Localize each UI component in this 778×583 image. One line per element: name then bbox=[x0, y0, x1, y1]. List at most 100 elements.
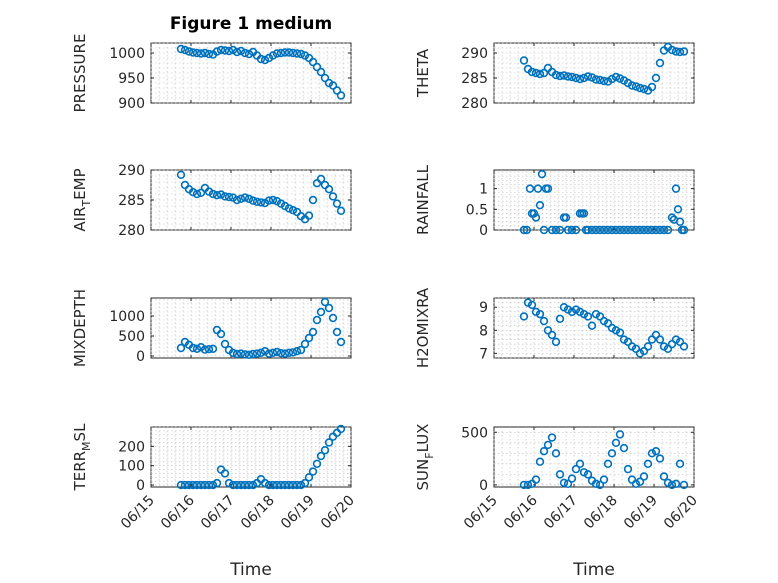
data-point bbox=[667, 213, 677, 222]
data-point bbox=[611, 72, 621, 82]
data-point bbox=[316, 451, 326, 461]
y-axis-label: TERRMSL bbox=[71, 423, 93, 492]
subplot-3: 280 285 290 AIRTEMP bbox=[71, 163, 352, 239]
x-tick-label: 06/19 bbox=[278, 493, 318, 533]
x-tick-label: 06/18 bbox=[581, 493, 621, 533]
data-point bbox=[547, 225, 557, 235]
y-tick-label: 1 bbox=[479, 182, 488, 198]
data-point bbox=[525, 184, 535, 193]
x-tick-label: 06/16 bbox=[158, 492, 198, 532]
data-point bbox=[647, 82, 657, 92]
data-point bbox=[300, 478, 310, 488]
data-point bbox=[583, 312, 593, 321]
data-point bbox=[320, 297, 330, 307]
data-point bbox=[533, 184, 543, 193]
data-point bbox=[336, 337, 346, 347]
data-point bbox=[308, 327, 318, 337]
data-point bbox=[531, 213, 541, 222]
data-point bbox=[639, 472, 649, 481]
data-point bbox=[192, 189, 202, 199]
y-axis-label: H2OMIXRA bbox=[414, 287, 432, 368]
data-point bbox=[264, 349, 274, 358]
data-point bbox=[204, 345, 214, 354]
data-point bbox=[256, 54, 266, 64]
y-tick-label: 0.5 bbox=[466, 202, 488, 218]
data-point bbox=[527, 300, 537, 310]
y-tick-label: 285 bbox=[118, 193, 145, 209]
data-point bbox=[308, 57, 318, 67]
data-point bbox=[304, 211, 314, 220]
data-point bbox=[228, 45, 238, 55]
data-point bbox=[268, 51, 278, 60]
data-point bbox=[328, 81, 338, 90]
data-point bbox=[543, 184, 553, 193]
data-point bbox=[176, 343, 186, 353]
data-point bbox=[619, 443, 629, 453]
data-point bbox=[192, 480, 202, 490]
data-point bbox=[260, 55, 270, 65]
data-point bbox=[631, 82, 641, 91]
y-tick-label: 290 bbox=[118, 163, 145, 179]
data-point bbox=[300, 339, 310, 349]
data-point bbox=[523, 480, 533, 490]
data-point bbox=[551, 337, 561, 347]
data-point bbox=[522, 225, 531, 235]
data-point bbox=[328, 192, 338, 201]
data-point bbox=[188, 480, 198, 490]
data-point bbox=[615, 74, 625, 83]
data-point bbox=[559, 71, 569, 80]
y-axis-label: THETA bbox=[414, 48, 432, 98]
data-point bbox=[607, 225, 617, 235]
data-point bbox=[192, 344, 202, 353]
data-point bbox=[324, 185, 334, 194]
data-point bbox=[611, 438, 621, 447]
data-point bbox=[248, 480, 258, 490]
data-point bbox=[563, 479, 573, 489]
data-point bbox=[252, 349, 262, 358]
data-point bbox=[543, 440, 553, 450]
data-point bbox=[276, 480, 286, 490]
data-point bbox=[200, 480, 210, 490]
data-point bbox=[583, 72, 593, 81]
x-axis-label-left: Time bbox=[229, 560, 272, 580]
data-point bbox=[575, 74, 585, 84]
data-point bbox=[635, 477, 645, 486]
data-point bbox=[531, 68, 541, 78]
data-point bbox=[675, 47, 685, 57]
data-point bbox=[607, 74, 617, 84]
y-tick-label: 950 bbox=[118, 71, 145, 87]
subplot-2: 280 285 290 THETA bbox=[414, 42, 695, 112]
data-point bbox=[304, 473, 314, 482]
data-point bbox=[555, 225, 565, 235]
data-point bbox=[312, 315, 322, 325]
data-point bbox=[647, 449, 657, 458]
data-point bbox=[320, 73, 330, 83]
data-point bbox=[647, 225, 657, 235]
data-point bbox=[535, 309, 545, 319]
data-point bbox=[579, 209, 589, 218]
data-point bbox=[280, 480, 290, 490]
y-tick-label: 500 bbox=[461, 425, 488, 441]
data-point bbox=[288, 48, 298, 58]
data-point bbox=[192, 48, 202, 58]
x-tick-label: 06/15 bbox=[461, 493, 501, 533]
data-point bbox=[527, 67, 537, 77]
data-point bbox=[567, 474, 577, 483]
y-tick-label: 0 bbox=[136, 349, 145, 365]
data-point bbox=[615, 328, 625, 337]
data-point bbox=[627, 225, 637, 235]
data-point bbox=[639, 84, 649, 94]
data-point bbox=[296, 345, 306, 355]
data-point bbox=[268, 348, 278, 357]
data-point bbox=[324, 438, 334, 447]
data-point bbox=[232, 47, 242, 57]
data-point bbox=[575, 459, 585, 469]
data-point bbox=[220, 339, 230, 349]
data-point bbox=[288, 348, 298, 357]
data-point bbox=[655, 225, 665, 235]
data-point bbox=[220, 469, 230, 478]
data-point bbox=[228, 348, 238, 357]
data-point bbox=[332, 86, 342, 95]
x-axis-label-right: Time bbox=[572, 560, 615, 580]
data-point bbox=[587, 73, 597, 82]
